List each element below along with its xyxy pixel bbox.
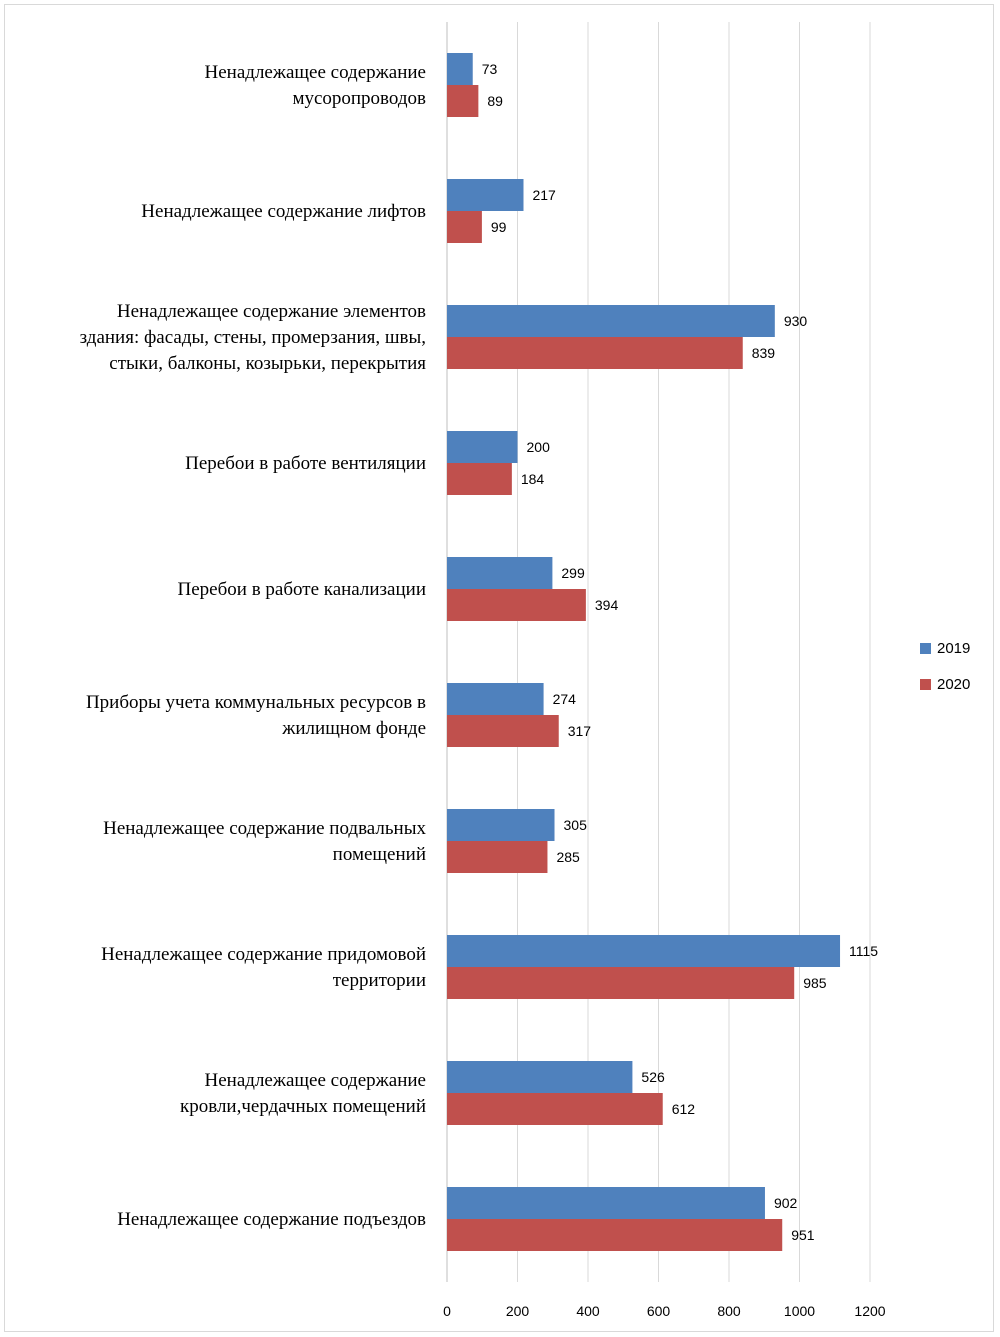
bar-2019-9 bbox=[447, 1187, 765, 1219]
data-label-2019: 305 bbox=[564, 817, 588, 833]
bar-2019-5 bbox=[447, 683, 544, 715]
bar-2019-4 bbox=[447, 557, 553, 589]
category-label: Ненадлежащее содержание подвальных помеще… bbox=[103, 818, 426, 865]
data-label-2019: 299 bbox=[561, 565, 585, 581]
legend-swatch-2020 bbox=[920, 679, 931, 690]
category-label: Ненадлежащее содержание подъездов bbox=[117, 1209, 426, 1230]
data-label-2020: 184 bbox=[521, 471, 545, 487]
bar-2020-5 bbox=[447, 715, 559, 747]
data-label-2019: 73 bbox=[482, 61, 498, 77]
category-label: Ненадлежащее содержание кровли,чердачных … bbox=[180, 1070, 426, 1117]
data-label-2020: 394 bbox=[595, 597, 619, 613]
bar-2020-8 bbox=[447, 1093, 663, 1125]
legend-label-2019: 2019 bbox=[937, 640, 970, 657]
bar-2020-1 bbox=[447, 211, 482, 243]
data-label-2020: 951 bbox=[791, 1227, 815, 1243]
category-label: Перебои в работе вентиляции bbox=[185, 453, 426, 474]
bar-2020-3 bbox=[447, 463, 512, 495]
x-tick-label: 400 bbox=[576, 1303, 600, 1319]
data-label-2020: 985 bbox=[803, 975, 827, 991]
data-label-2020: 317 bbox=[568, 723, 592, 739]
bar-2020-6 bbox=[447, 841, 548, 873]
bar-2019-6 bbox=[447, 809, 555, 841]
bar-2019-2 bbox=[447, 305, 775, 337]
bar-2020-0 bbox=[447, 85, 479, 117]
x-tick-label: 1200 bbox=[854, 1303, 885, 1319]
data-label-2019: 200 bbox=[527, 439, 551, 455]
bar-2020-2 bbox=[447, 337, 743, 369]
x-tick-label: 0 bbox=[443, 1303, 451, 1319]
data-label-2019: 526 bbox=[641, 1069, 665, 1085]
category-label: Приборы учета коммунальных ресурсов в жил… bbox=[86, 692, 426, 739]
legend-label-2020: 2020 bbox=[937, 676, 970, 693]
data-label-2020: 285 bbox=[556, 849, 580, 865]
data-label-2020: 839 bbox=[752, 345, 776, 361]
x-tick-label: 200 bbox=[506, 1303, 530, 1319]
data-label-2019: 930 bbox=[784, 313, 808, 329]
x-tick-label: 1000 bbox=[784, 1303, 815, 1319]
x-tick-label: 600 bbox=[647, 1303, 671, 1319]
data-label-2019: 274 bbox=[553, 691, 577, 707]
data-label-2019: 902 bbox=[774, 1195, 798, 1211]
category-label: Ненадлежащее содержание мусоропроводов bbox=[205, 62, 426, 109]
category-label: Ненадлежащее содержание лифтов bbox=[141, 201, 426, 222]
bar-2020-7 bbox=[447, 967, 795, 999]
bar-2020-9 bbox=[447, 1219, 783, 1251]
bar-2019-1 bbox=[447, 179, 524, 211]
bar-2020-4 bbox=[447, 589, 586, 621]
x-tick-label: 800 bbox=[717, 1303, 741, 1319]
data-label-2020: 612 bbox=[672, 1101, 696, 1117]
data-label-2020: 89 bbox=[487, 93, 503, 109]
category-label: Перебои в работе канализации bbox=[178, 579, 426, 600]
category-label: Ненадлежащее содержание элементов здания:… bbox=[80, 301, 427, 374]
category-label: Ненадлежащее содержание придомовой террит… bbox=[101, 944, 426, 991]
data-label-2020: 99 bbox=[491, 219, 507, 235]
bar-2019-0 bbox=[447, 53, 473, 85]
data-label-2019: 1115 bbox=[849, 943, 878, 959]
legend-swatch-2019 bbox=[920, 643, 931, 654]
data-label-2019: 217 bbox=[532, 187, 556, 203]
bar-2019-8 bbox=[447, 1061, 633, 1093]
bar-2019-3 bbox=[447, 431, 518, 463]
bar-2019-7 bbox=[447, 935, 841, 967]
